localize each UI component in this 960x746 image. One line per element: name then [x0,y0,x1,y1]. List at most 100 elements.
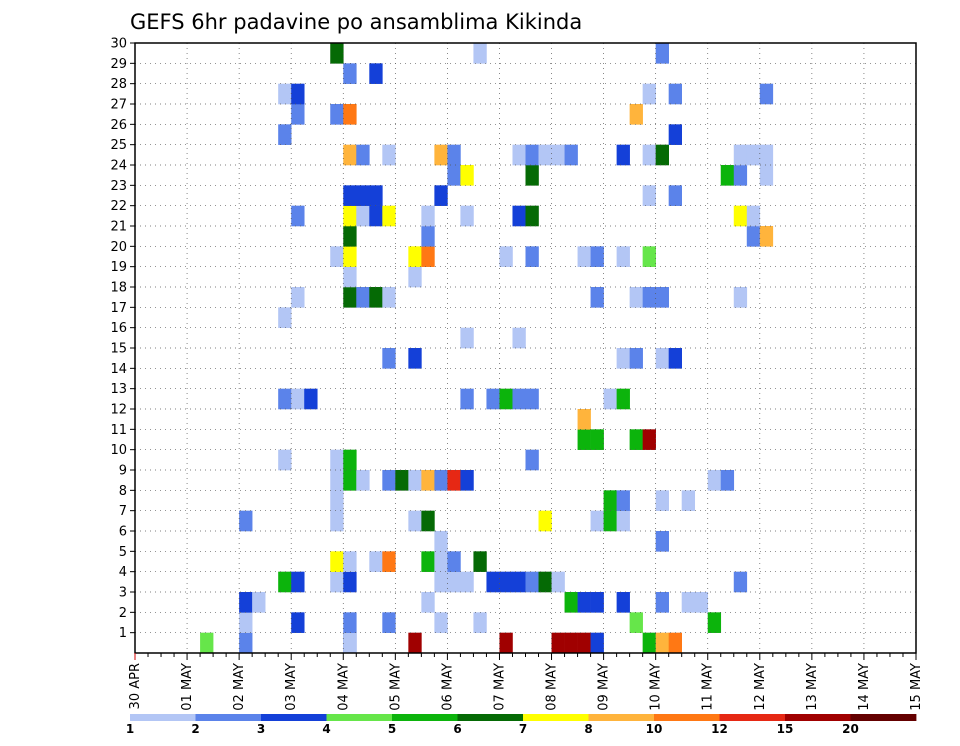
heatmap-cell [577,632,591,654]
heatmap-cell [330,470,344,491]
heatmap-cell [720,470,735,491]
heatmap-cell [460,388,474,410]
heatmap-cell [525,165,539,186]
heatmap-cell [746,144,761,166]
legend-label: 2 [191,722,199,736]
heatmap-cell [577,429,591,450]
heatmap-cell [655,592,669,613]
heatmap-cell [382,470,396,491]
heatmap-cell [408,266,422,288]
y-tick-label: 11 [110,423,127,438]
heatmap-cell [590,429,604,450]
heatmap-cell [655,531,669,552]
x-tick-label: 01 MAY [180,663,195,711]
heatmap-cell [447,165,461,186]
legend-swatch [392,714,458,721]
y-tick-label: 7 [119,504,127,519]
y-tick-label: 24 [110,159,127,174]
heatmap-cell [343,226,357,247]
legend-swatch [654,714,720,721]
heatmap-cell [408,470,422,491]
heatmap-cell [278,449,292,471]
heatmap-cell [590,510,604,532]
heatmap-cell [681,490,696,511]
heatmap-cell [382,348,396,369]
y-tick-label: 17 [110,301,127,316]
y-tick-label: 13 [110,382,127,397]
heatmap-cell [434,470,448,491]
heatmap-cell [278,571,292,593]
heatmap-cell [616,246,630,267]
heatmap-cell [616,490,630,511]
heatmap-cell [252,592,266,613]
x-tick-label: 13 MAY [805,663,820,711]
x-tick-label: 09 MAY [597,663,612,711]
heatmap-cell [356,144,370,166]
legend-label: 7 [519,722,527,736]
heatmap-cell [421,592,435,613]
heatmap-cell [291,612,305,633]
heatmap-cell [330,510,344,532]
heatmap-cell [577,409,591,430]
heatmap-cell [512,388,526,410]
heatmap-cell [590,592,604,613]
heatmap-cell [421,551,435,572]
legend-label: 1 [126,722,134,736]
heatmap-cell [512,571,526,593]
heatmap-cell [759,226,774,247]
heatmap-cell [239,592,253,613]
heatmap-cell [668,124,682,145]
y-tick-label: 12 [110,403,127,418]
heatmap-cell [616,510,630,532]
x-tick-label: 06 MAY [440,663,455,711]
y-tick-label: 30 [110,37,127,52]
y-tick-label: 16 [110,321,127,336]
heatmap-cell [421,510,435,532]
heatmap-cell [525,388,539,410]
heatmap-cell [499,571,513,593]
heatmap-cell [343,144,357,166]
heatmap-cell [642,185,656,206]
x-tick-label: 07 MAY [492,663,507,711]
heatmap-cell [551,144,565,166]
x-tick-label: 02 MAY [232,663,247,711]
heatmap-cell [603,490,617,511]
heatmap-cell [330,571,344,593]
heatmap-cell [369,551,383,572]
heatmap-cell [291,104,305,125]
heatmap-cell [239,632,253,654]
legend-label: 12 [711,722,728,736]
heatmap-cell [408,348,422,369]
heatmap-cell [369,205,383,227]
heatmap-cell [343,287,357,308]
legend-label: 6 [453,722,461,736]
legend-swatch [850,714,917,721]
legend-swatch [523,714,589,721]
heatmap-cell [655,632,669,654]
x-tick-label: 04 MAY [336,663,351,711]
legend-label: 10 [646,722,663,736]
heatmap-cell [733,205,748,227]
heatmap-cell [525,571,539,593]
heatmap-cell [538,510,552,532]
heatmap-cell [343,266,357,288]
heatmap-cell [330,246,344,267]
heatmap-cell [200,632,214,654]
heatmap-cell [330,43,344,64]
y-tick-label: 19 [110,260,127,275]
x-tick-label: 10 MAY [649,663,664,711]
heatmap-cell [330,551,344,572]
heatmap-cell [512,327,526,349]
heatmap-cell [642,429,656,450]
legend-swatch [195,714,262,721]
heatmap-cell [434,571,448,593]
heatmap-cell [616,592,630,613]
heatmap-cell [707,470,722,491]
x-axis: 30 APR 01 MAY 02 MAY 03 MAY 04 MAY 05 MAY 06 M… [128,653,924,711]
heatmap-cell [447,551,461,572]
heatmap-cell [434,612,448,633]
heatmap-cell [291,83,305,105]
legend-swatch [326,714,393,721]
heatmap-cell [434,551,448,572]
